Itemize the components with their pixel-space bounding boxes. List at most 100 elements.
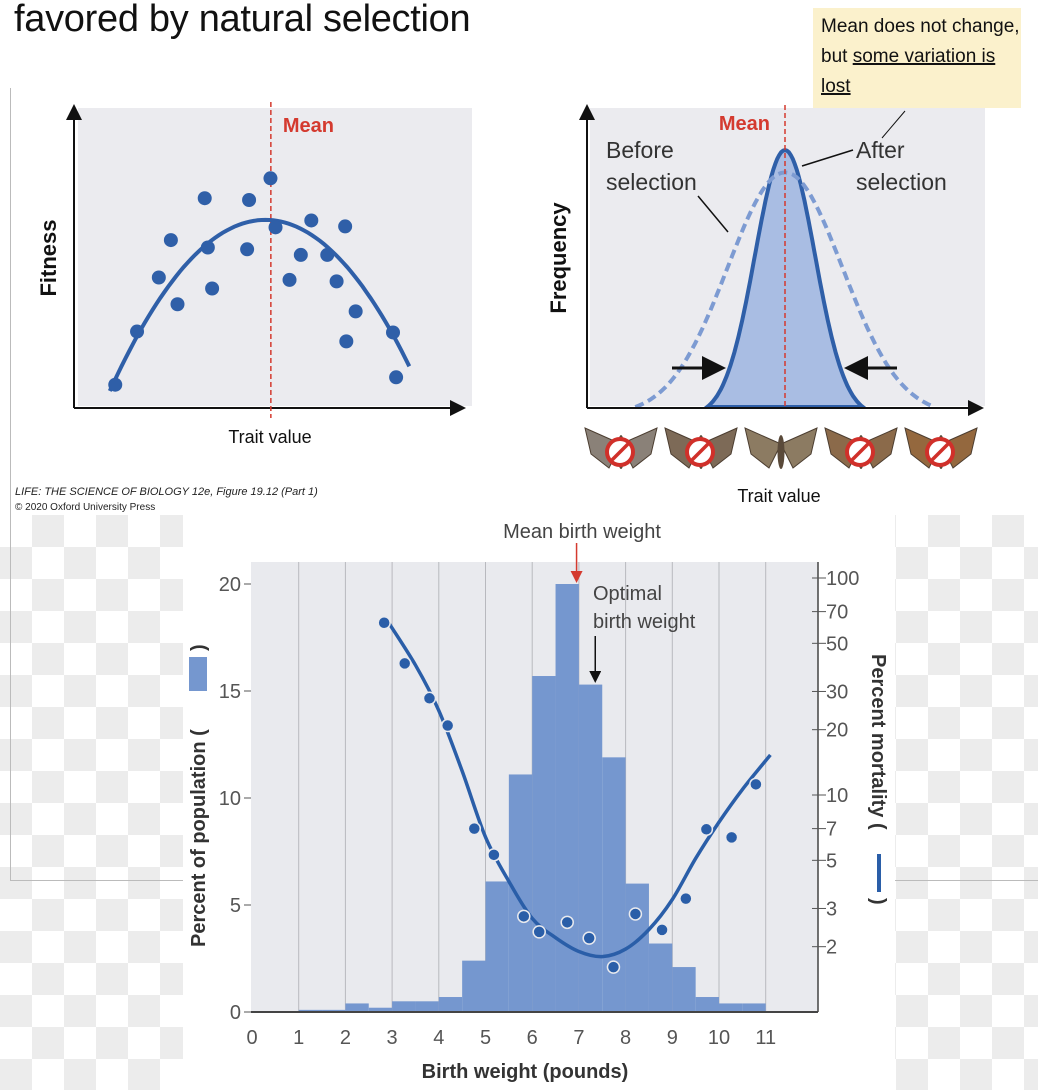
data-point <box>304 213 319 228</box>
histogram-bar <box>322 1009 346 1012</box>
y2-tick-label: 70 <box>826 602 848 624</box>
mortality-point <box>679 891 693 906</box>
histogram-bar <box>532 676 556 1012</box>
mean-birth-weight-label: Mean birth weight <box>503 521 661 543</box>
histogram-bar <box>578 684 603 1012</box>
mortality-curve <box>383 616 772 959</box>
data-point <box>200 240 215 255</box>
data-point <box>242 192 257 207</box>
y2-tick-label: 10 <box>826 785 848 807</box>
histogram-bar <box>438 997 463 1012</box>
mortality-point <box>397 656 412 671</box>
plot-background <box>78 108 472 406</box>
y2-axis-label-close: ) <box>867 898 889 905</box>
after-pointer-line <box>801 149 854 167</box>
histogram-bar <box>345 1003 369 1012</box>
moth-row <box>584 427 978 469</box>
after-label-line2: selection <box>856 169 947 195</box>
before-pointer-line <box>697 195 729 233</box>
optimal-label-line2: birth weight <box>593 611 696 633</box>
slide-border-left <box>10 88 11 880</box>
data-point <box>240 242 255 257</box>
x-tick-label: 4 <box>433 1027 444 1049</box>
data-point <box>205 281 220 296</box>
y-axis-label: Percent of population ( ) <box>188 644 210 947</box>
y2-tick-label: 2 <box>826 937 837 959</box>
note-pointer-line <box>881 110 906 139</box>
y-tick-label: 20 <box>219 574 241 596</box>
data-point <box>268 220 283 235</box>
y2-axis-label-text: Percent mortality ( <box>867 654 889 830</box>
y2-tick-label: 7 <box>826 819 837 841</box>
fit-curve <box>107 217 412 392</box>
mortality-point <box>422 691 437 706</box>
credit-line-1: LIFE: THE SCIENCE OF BIOLOGY 12e, Figure… <box>15 486 318 498</box>
data-points <box>108 171 404 392</box>
y-tick-label: 15 <box>219 681 241 703</box>
data-point <box>197 191 212 206</box>
data-point <box>130 324 145 339</box>
y2-tick-label: 5 <box>826 850 837 872</box>
y-axis-label-close: ) <box>188 644 210 651</box>
moth <box>744 427 818 469</box>
mortality-point <box>377 615 391 630</box>
bar-legend-swatch <box>189 657 207 691</box>
mortality-point <box>699 822 714 837</box>
x-tick-label: 8 <box>620 1027 631 1049</box>
y-tick-label: 0 <box>230 1002 241 1024</box>
data-point <box>348 304 363 319</box>
prohibited-moth <box>664 427 738 469</box>
histogram-bar <box>719 1003 743 1012</box>
histogram-bar <box>742 1003 766 1012</box>
mortality-point <box>560 915 574 930</box>
mean-label: Mean <box>719 113 770 135</box>
mortality-points <box>377 615 763 974</box>
prohibited-slash-icon <box>610 442 630 462</box>
y2-tick-label: 20 <box>826 720 848 742</box>
histogram-bar <box>392 1001 416 1012</box>
y-axis-label: Frequency <box>546 202 571 314</box>
prohibited-slash-icon <box>690 442 710 462</box>
histogram-bar <box>508 774 533 1012</box>
data-point <box>170 297 185 312</box>
mortality-point <box>582 931 596 945</box>
histogram-bar <box>648 943 673 1012</box>
y2-tick-label: 100 <box>826 568 859 590</box>
histogram-bar <box>695 997 719 1012</box>
data-point <box>320 247 335 262</box>
histogram-bar <box>555 584 579 1012</box>
bars <box>298 584 766 1012</box>
y2-tick-label: 50 <box>826 633 848 655</box>
note-underlined: some variation is lost <box>821 46 996 97</box>
x-tick-label: 10 <box>708 1027 730 1049</box>
x-tick-label: 11 <box>755 1027 776 1049</box>
data-point <box>282 272 297 287</box>
histogram-bar <box>485 881 509 1012</box>
data-point <box>151 270 166 285</box>
mortality-point <box>655 923 669 937</box>
tick-labels: 0 1 2 3 4 5 6 7 8 9 10 11 0 5 10 15 20 2 3 5 7 10 20 30 50 70 100 <box>219 568 860 1049</box>
histogram-bar <box>602 757 626 1012</box>
histogram-bar <box>672 967 696 1012</box>
histogram-bar <box>462 960 486 1012</box>
after-label-line1: After <box>856 137 905 163</box>
before-label-line2: selection <box>606 169 697 195</box>
slide-title: favored by natural selection <box>14 0 471 40</box>
x-tick-label: 3 <box>387 1027 398 1049</box>
mortality-point <box>628 907 643 921</box>
data-point <box>263 171 278 186</box>
data-point <box>163 233 178 248</box>
x-axis-label: Birth weight (pounds) <box>422 1061 629 1083</box>
data-point <box>329 274 344 289</box>
x-tick-label: 2 <box>340 1027 351 1049</box>
moth-right-wing-icon <box>780 427 818 469</box>
y-axis-label: Fitness <box>36 219 61 296</box>
optimal-label-line1: Optimal <box>593 583 662 605</box>
data-point <box>108 377 123 392</box>
prohibited-moth <box>824 427 898 469</box>
histogram-bar <box>415 1001 439 1012</box>
histogram-bar <box>298 1009 323 1012</box>
mortality-point <box>532 925 546 939</box>
